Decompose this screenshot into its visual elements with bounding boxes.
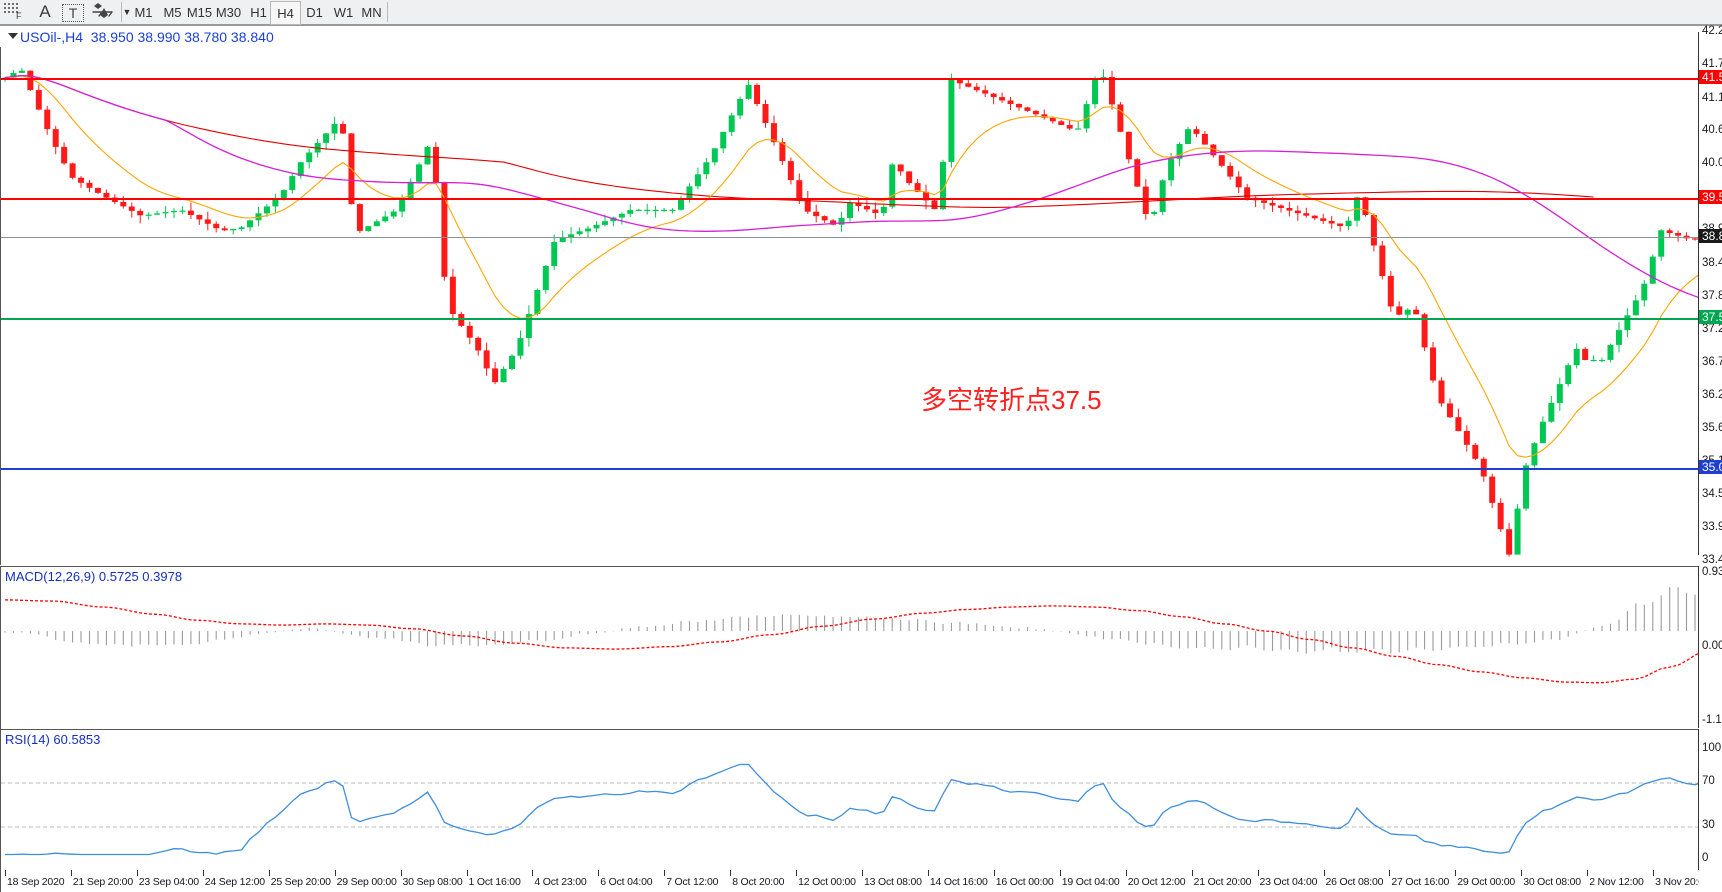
- svg-text:F: F: [16, 11, 22, 19]
